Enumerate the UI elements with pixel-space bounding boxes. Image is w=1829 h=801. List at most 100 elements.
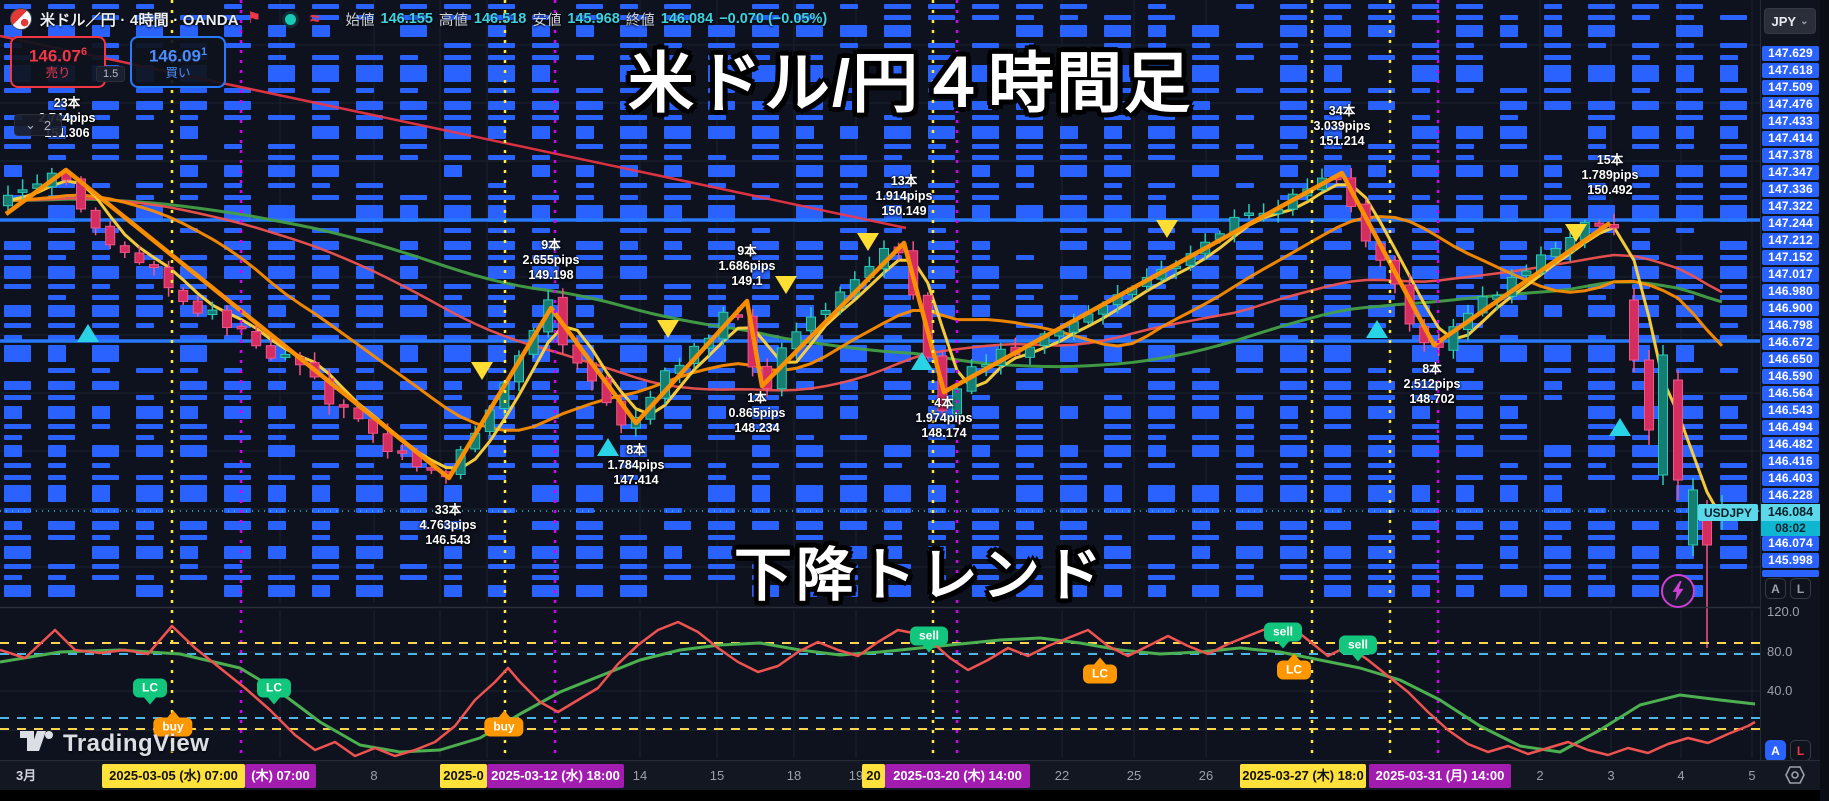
trend-annotation-overlay: 下降トレンド	[733, 543, 1107, 608]
lc-marker: LC	[133, 678, 167, 698]
price-axis[interactable]: JPY ⌄ 147.629 147.618 147.509 147.476 147.43…	[1760, 0, 1821, 790]
sell-triangle-marker	[1565, 224, 1587, 242]
candle	[178, 289, 189, 302]
indicator-scale-tick: 80.0	[1767, 644, 1793, 659]
sell-price-sup: 6	[80, 46, 88, 59]
buy-marker: buy	[153, 717, 193, 737]
osc-log-button[interactable]: L	[1790, 740, 1811, 761]
moving-average-line	[7, 193, 1724, 432]
candle	[338, 404, 349, 408]
currency-dropdown[interactable]: JPY ⌄	[1764, 8, 1816, 34]
price-level-label: 147.336	[1762, 181, 1819, 197]
time-axis-tick: 22	[1054, 768, 1070, 783]
time-axis-tick: 15	[709, 768, 725, 783]
price-level-label: 146.543	[1762, 402, 1819, 418]
candle	[1688, 489, 1698, 546]
swing-label: 4本 1.974pips 148.174	[915, 396, 973, 440]
flag-icon[interactable]: ⚑	[246, 10, 262, 27]
sell-marker: sell	[909, 626, 949, 646]
candle	[192, 300, 203, 314]
candle	[105, 225, 116, 246]
price-log-button[interactable]: L	[1790, 578, 1811, 599]
candle	[1550, 248, 1561, 258]
moving-average-line	[7, 197, 1723, 392]
price-level-label: 145.998	[1762, 552, 1819, 568]
candle	[251, 330, 262, 347]
sell-button[interactable]: 146.076 売り	[10, 36, 106, 88]
candle	[3, 194, 13, 207]
price-level-label: 147.414	[1762, 130, 1819, 146]
buy-marker: buy	[484, 717, 524, 737]
buy-price-sup: 1	[200, 46, 208, 59]
chart-title-overlay: 米ドル/円４時間足	[627, 46, 1193, 120]
price-level-label: 146.228	[1762, 487, 1819, 503]
time-axis-tick: 8	[370, 768, 378, 783]
sell-triangle-marker	[471, 362, 493, 380]
session-label: 20	[862, 764, 885, 788]
time-axis-tick: 26	[1198, 768, 1214, 783]
candle	[1629, 299, 1639, 361]
symbol-title[interactable]: 米ドル／円 · 4時間 · OANDA	[40, 11, 239, 29]
sell-triangle-marker	[857, 233, 879, 251]
object-tree-count: 2	[43, 117, 52, 133]
symbol-logo-icon	[10, 8, 32, 30]
axis-settings-icon[interactable]	[1784, 764, 1806, 791]
buy-price: 146.09	[148, 46, 201, 66]
chart-canvas[interactable]	[0, 0, 1760, 760]
osc-red-line	[0, 620, 1756, 758]
indicator-scale-tick: 120.0	[1767, 604, 1800, 619]
price-level-label: 146.403	[1762, 470, 1819, 486]
price-level-label: 146.798	[1762, 317, 1819, 333]
swing-label: 33本 4.763pips 146.543	[419, 503, 477, 547]
time-axis-tick: 3	[1607, 768, 1615, 783]
time-axis[interactable]: 3月481415181922252623452025-03-05 (水) 07:…	[0, 760, 1829, 791]
price-level-label: 147.212	[1762, 232, 1819, 248]
candle	[76, 178, 86, 210]
price-level-label: 147.244	[1762, 215, 1819, 231]
osc-green-line	[0, 636, 1756, 754]
osc-auto-button[interactable]: A	[1765, 740, 1786, 761]
candle	[90, 209, 101, 229]
indicator-wave-icon[interactable]: ≈	[310, 9, 320, 28]
session-label: 2025-03-12 (水) 18:00	[487, 764, 624, 788]
price-level-label: 146.564	[1762, 385, 1819, 401]
buy-triangle-marker	[1366, 320, 1388, 338]
candle	[1448, 326, 1459, 351]
indicator-dot-icon[interactable]	[285, 13, 297, 25]
price-auto-button[interactable]: A	[1765, 578, 1786, 599]
time-axis-tick: 19	[848, 768, 864, 783]
tradingview-logo-icon	[20, 731, 53, 751]
swing-label: 13本 1.914pips 150.149	[875, 174, 933, 218]
candle	[1609, 223, 1619, 229]
price-level-label: 147.322	[1762, 198, 1819, 214]
buy-triangle-marker	[597, 438, 619, 456]
candle	[134, 252, 145, 264]
candle	[1644, 359, 1654, 431]
price-level-label: 146.494	[1762, 419, 1819, 435]
price-level-label: 147.629	[1762, 45, 1819, 61]
ohlc-readout: 始値 146.155 高値 146.518 安値 145.968 終値 146.…	[346, 9, 828, 30]
price-level-label: 147.618	[1762, 62, 1819, 78]
swing-label: 1本 0.865pips 148.234	[728, 391, 786, 435]
swing-label: 9本 2.655pips 149.198	[522, 238, 580, 282]
open-value: 146.155	[380, 11, 433, 27]
candle	[820, 310, 831, 315]
lc-marker: LC	[257, 678, 291, 698]
quick-trade-lightning-button[interactable]	[1661, 574, 1695, 608]
buy-button[interactable]: 146.091 買い	[130, 36, 226, 88]
candle	[265, 345, 276, 359]
candle	[1658, 354, 1668, 476]
sell-marker: sell	[1263, 622, 1303, 642]
symbol-legend[interactable]: 米ドル／円 · 4時間 · OANDA ⚑ ≈ 始値 146.155 高値 14…	[10, 8, 827, 30]
buy-triangle-marker	[911, 352, 933, 370]
current-symbol-tag: USDJPY	[1698, 504, 1758, 521]
price-level-label: 146.416	[1762, 453, 1819, 469]
swing-label: 34本 3.039pips 151.214	[1313, 104, 1371, 148]
tradingview-watermark: TradingView	[20, 730, 209, 758]
current-price-label: 146.084	[1761, 503, 1820, 521]
swing-label: 9本 1.686pips 149.1	[718, 244, 776, 288]
candle	[119, 245, 130, 253]
session-label: 2025-03-20 (木) 14:00	[885, 764, 1030, 788]
object-tree-toggle[interactable]: ⌄ 2	[14, 114, 63, 136]
price-level-label: 147.347	[1762, 164, 1819, 180]
